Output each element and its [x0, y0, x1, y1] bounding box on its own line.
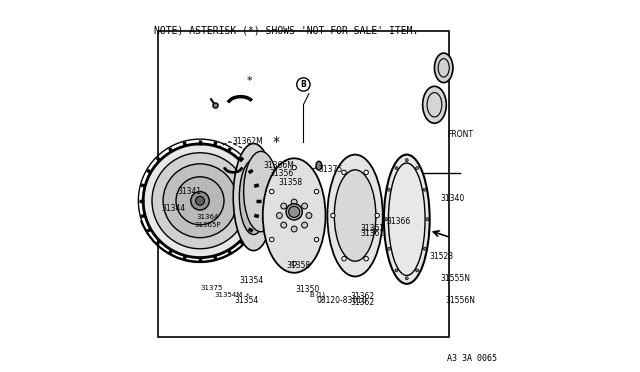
Circle shape	[395, 269, 398, 272]
Circle shape	[385, 218, 388, 221]
Text: 31375: 31375	[319, 165, 343, 174]
Circle shape	[291, 226, 297, 232]
Text: 31366M: 31366M	[264, 161, 295, 170]
Text: 31362: 31362	[350, 298, 374, 307]
Circle shape	[364, 170, 369, 174]
Text: 31344: 31344	[161, 203, 186, 213]
Circle shape	[176, 177, 224, 225]
Text: B: B	[301, 80, 307, 89]
Text: 31356: 31356	[269, 169, 293, 177]
Ellipse shape	[316, 161, 322, 170]
Circle shape	[423, 188, 426, 191]
Circle shape	[191, 192, 209, 210]
Circle shape	[387, 247, 390, 250]
Bar	[157, 31, 449, 337]
Circle shape	[387, 188, 390, 191]
Text: 31341: 31341	[178, 187, 202, 196]
Text: 31358: 31358	[278, 178, 303, 187]
Text: A3 3A 0065: A3 3A 0065	[447, 354, 497, 363]
Circle shape	[286, 204, 302, 220]
Text: 31358: 31358	[287, 261, 311, 270]
Circle shape	[213, 103, 218, 108]
Text: 31364: 31364	[196, 214, 219, 220]
Circle shape	[342, 170, 346, 174]
Circle shape	[306, 212, 312, 218]
Text: *: *	[247, 76, 253, 86]
Text: 31361: 31361	[360, 224, 385, 233]
Ellipse shape	[384, 155, 429, 284]
Ellipse shape	[239, 160, 268, 235]
Circle shape	[405, 277, 408, 280]
Text: (1): (1)	[316, 292, 326, 298]
Circle shape	[415, 269, 419, 272]
Circle shape	[292, 165, 296, 170]
Ellipse shape	[334, 170, 376, 261]
Text: 31362: 31362	[350, 292, 374, 301]
Circle shape	[395, 167, 398, 170]
Circle shape	[415, 167, 419, 170]
Text: 31556N: 31556N	[445, 296, 476, 305]
Circle shape	[331, 213, 335, 218]
Text: 31354: 31354	[239, 276, 264, 285]
Text: *: *	[272, 135, 279, 149]
Text: 31555N: 31555N	[440, 274, 470, 283]
Circle shape	[314, 237, 319, 242]
Circle shape	[163, 164, 237, 238]
Text: 08120-83010: 08120-83010	[316, 296, 367, 305]
Circle shape	[423, 247, 426, 250]
Circle shape	[301, 203, 308, 209]
Text: 31361: 31361	[360, 230, 385, 238]
Text: 31375: 31375	[200, 285, 222, 291]
Ellipse shape	[263, 158, 326, 273]
Circle shape	[364, 256, 369, 261]
Circle shape	[269, 189, 274, 194]
Circle shape	[301, 222, 308, 228]
Text: 31350: 31350	[296, 285, 320, 294]
Circle shape	[152, 153, 248, 249]
Circle shape	[426, 218, 429, 221]
Circle shape	[276, 212, 282, 218]
Circle shape	[281, 203, 287, 209]
Circle shape	[292, 261, 296, 266]
Circle shape	[281, 222, 287, 228]
Circle shape	[342, 256, 346, 261]
Bar	[182, 182, 196, 193]
Text: 31354M: 31354M	[215, 292, 243, 298]
Circle shape	[291, 199, 297, 205]
Ellipse shape	[435, 53, 453, 83]
Text: 31365P: 31365P	[195, 222, 221, 228]
Circle shape	[269, 237, 274, 242]
Text: FRONT: FRONT	[447, 130, 474, 139]
Text: 31354: 31354	[234, 296, 259, 305]
Text: 31366: 31366	[387, 217, 411, 225]
Text: 31362M: 31362M	[232, 137, 263, 146]
Circle shape	[289, 206, 300, 217]
Ellipse shape	[244, 151, 278, 232]
Ellipse shape	[328, 155, 383, 276]
Circle shape	[314, 189, 319, 194]
Text: 31528: 31528	[429, 251, 453, 261]
Text: 31340: 31340	[440, 195, 465, 203]
Ellipse shape	[422, 86, 446, 123]
Circle shape	[143, 144, 257, 258]
Circle shape	[375, 213, 380, 218]
Text: *: *	[245, 292, 249, 298]
Circle shape	[196, 196, 204, 205]
Text: NOTE) ASTERISK (*) SHOWS 'NOT FOR SALE' ITEM.: NOTE) ASTERISK (*) SHOWS 'NOT FOR SALE' …	[154, 25, 418, 35]
Ellipse shape	[233, 144, 274, 251]
Circle shape	[405, 159, 408, 161]
Text: B: B	[309, 292, 314, 298]
